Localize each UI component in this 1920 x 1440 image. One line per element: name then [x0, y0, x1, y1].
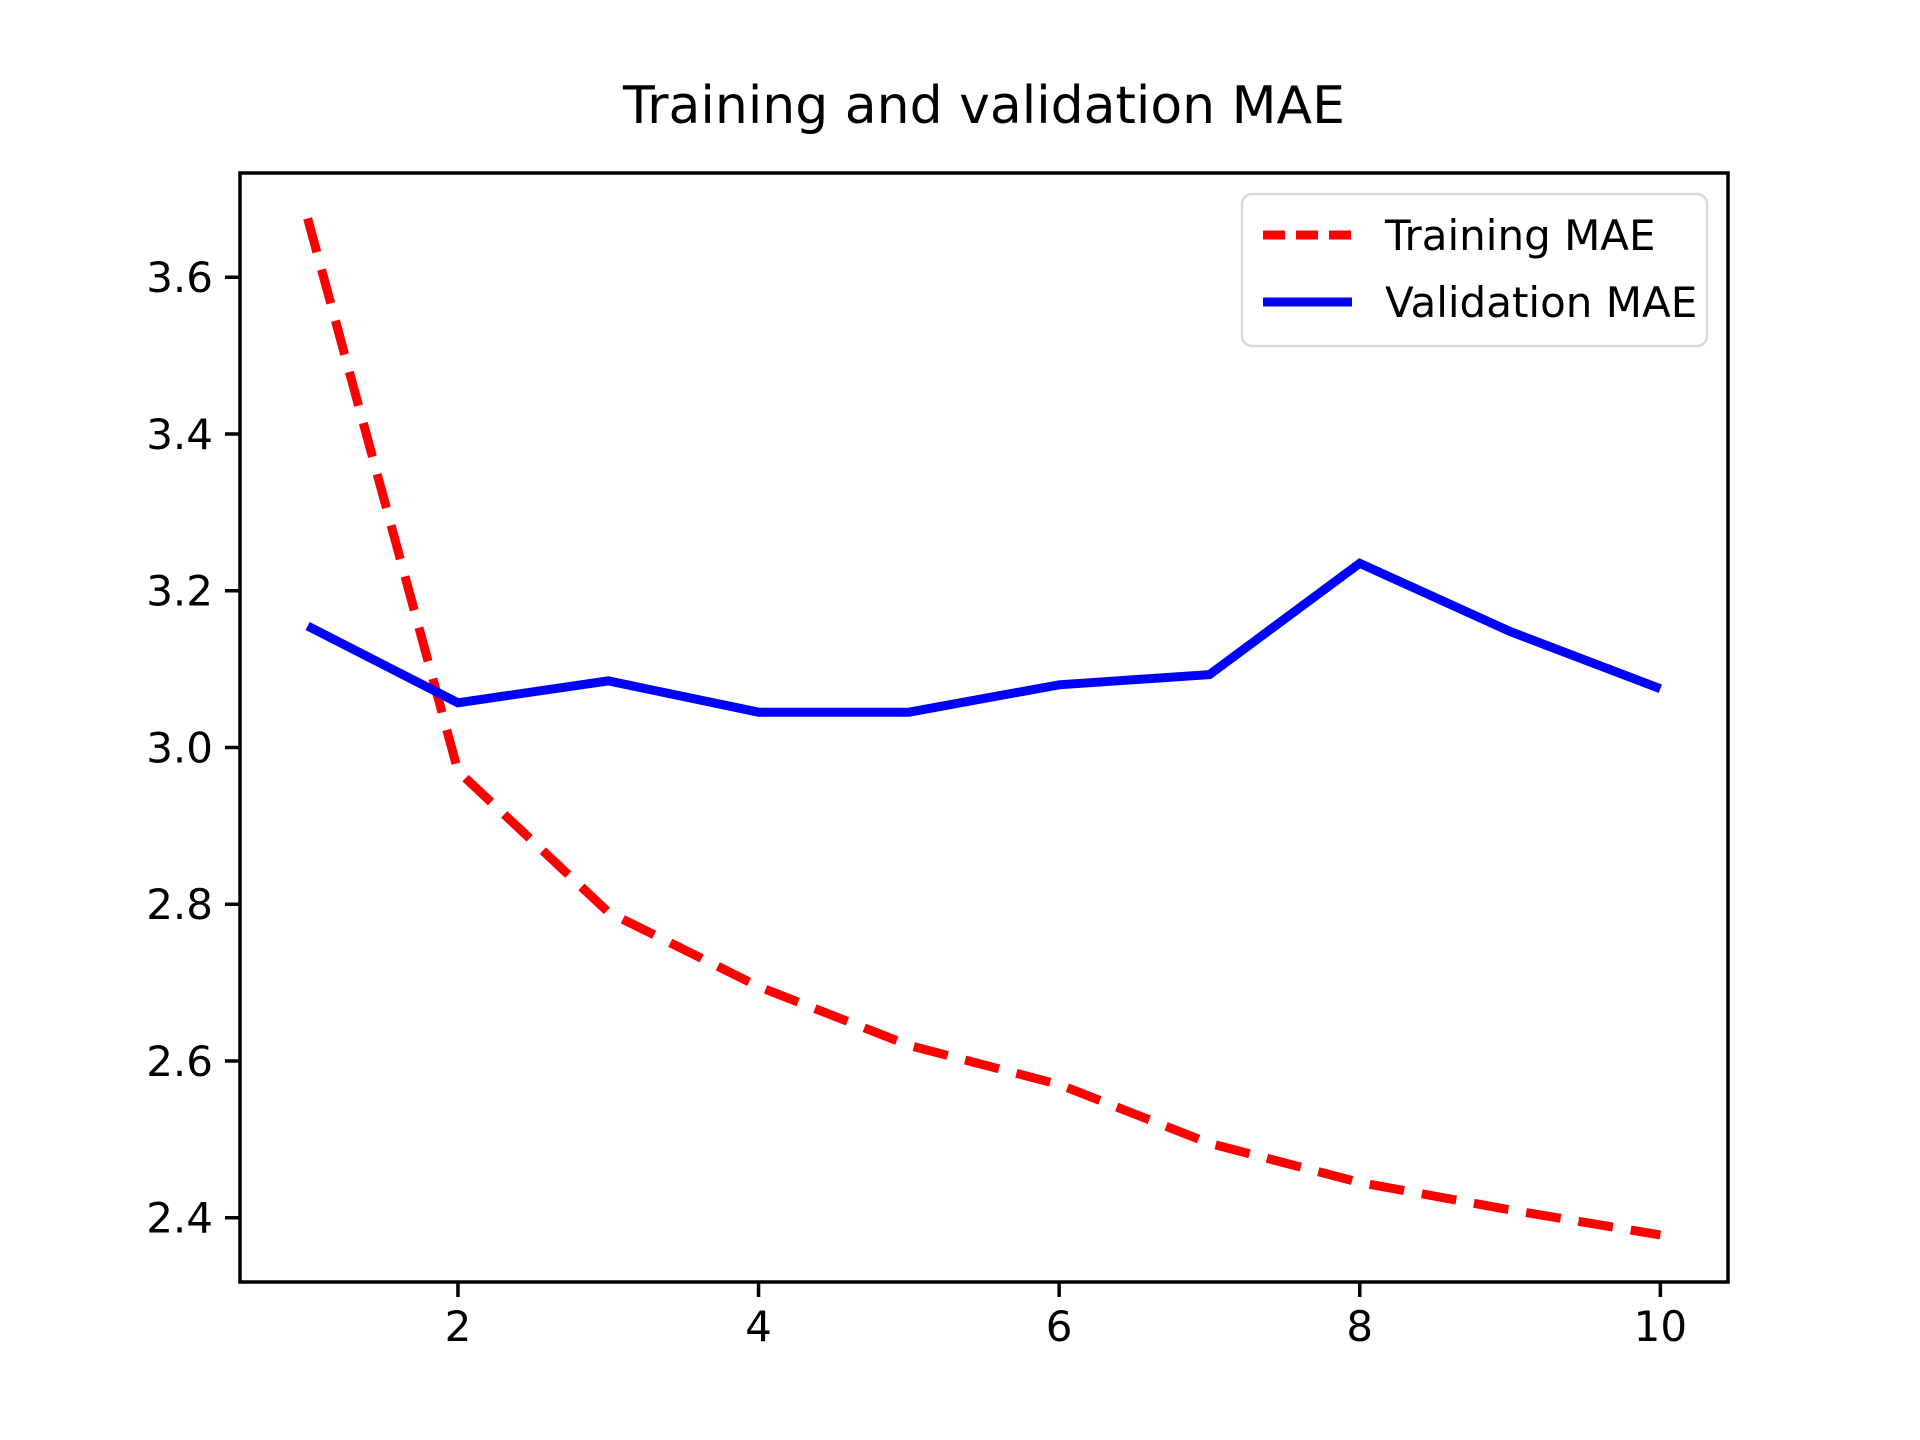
y-tick-label: 2.8 — [146, 880, 213, 929]
y-tick-label: 3.2 — [146, 567, 213, 616]
x-tick-label: 10 — [1634, 1302, 1687, 1351]
legend-box — [1240, 192, 1709, 348]
chart-title: Training and validation MAE — [622, 76, 1345, 136]
training-mae-line — [303, 217, 1662, 1240]
x-tick-label: 6 — [1046, 1302, 1073, 1351]
legend-label-training-mae: Training MAE — [1384, 211, 1656, 260]
x-tick-label: 4 — [745, 1302, 772, 1351]
validation-mae-line — [305, 558, 1662, 717]
y-tick-label: 3.0 — [146, 723, 213, 772]
y-tick-label: 2.4 — [146, 1194, 213, 1243]
x-tick-label: 2 — [445, 1302, 472, 1351]
y-tick-label: 3.6 — [146, 253, 213, 302]
y-tick-label: 2.6 — [146, 1037, 213, 1086]
legend-label-validation-mae: Validation MAE — [1385, 278, 1697, 327]
axes-frame — [238, 171, 1730, 1284]
y-tick-label: 3.4 — [146, 410, 213, 459]
plot-area: 2 4 6 8 10 2.4 2.6 2.8 3.0 3.2 3.4 3.6 Training MAE V… — [146, 171, 1730, 1351]
x-tick-label: 8 — [1346, 1302, 1373, 1351]
